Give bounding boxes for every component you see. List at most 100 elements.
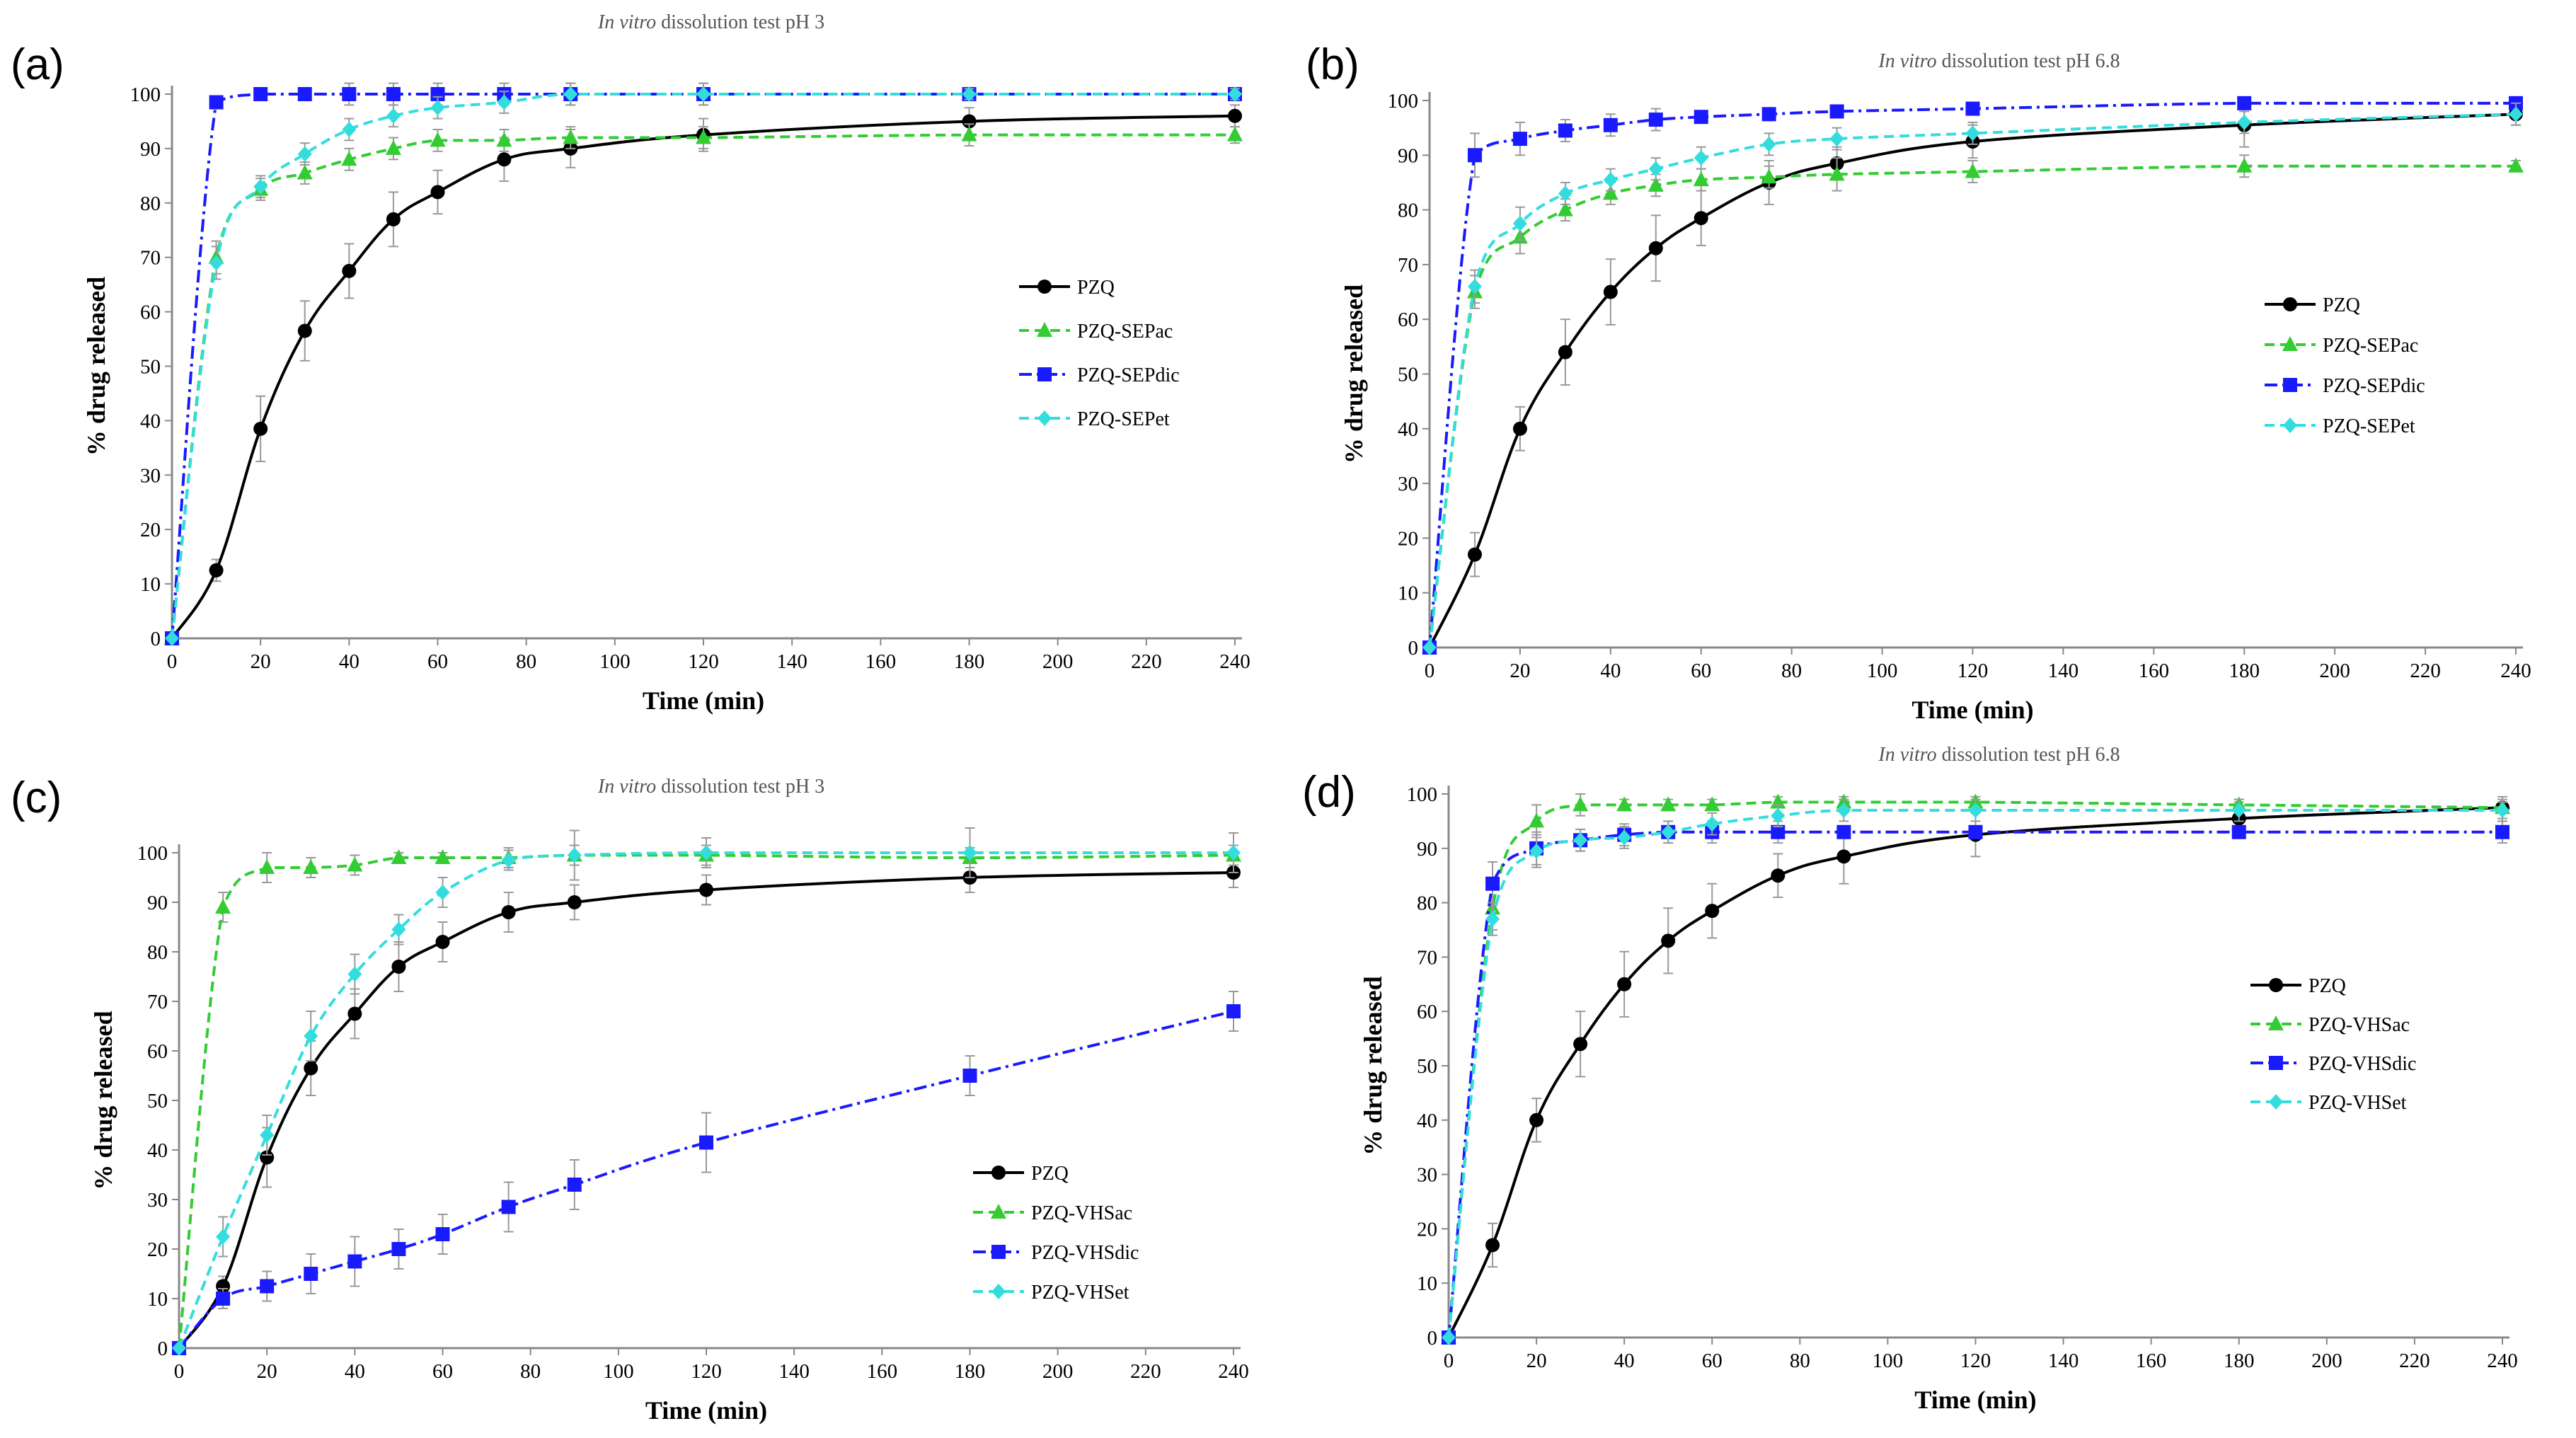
y-tick-label: 20	[1398, 527, 1418, 550]
data-point	[209, 95, 224, 110]
chart-title: In vitro dissolution test pH 6.8	[1878, 744, 2120, 766]
chart-panel-1: (a) In vitro dissolution test pH 3 0 10 20 30…	[11, 11, 1250, 715]
legend-label: PZQ	[1077, 277, 1115, 299]
data-point	[1573, 1037, 1588, 1052]
data-point	[1558, 185, 1572, 202]
data-point	[304, 1267, 318, 1281]
data-point	[430, 100, 445, 116]
data-point	[1228, 86, 1242, 102]
data-point	[1648, 161, 1663, 177]
data-point	[341, 151, 357, 166]
chart-title-rest: dissolution test pH 3	[656, 776, 824, 798]
x-tick-label: 200	[2311, 1350, 2342, 1372]
data-point	[696, 129, 711, 144]
y-tick-label: 100	[130, 84, 161, 106]
data-point	[1512, 421, 1527, 436]
data-point	[342, 263, 357, 278]
data-point	[1512, 132, 1527, 146]
data-point	[165, 631, 179, 646]
x-tick-label: 140	[778, 1360, 810, 1383]
data-point	[435, 849, 451, 864]
y-tick-label: 70	[1398, 254, 1418, 277]
y-tick-label: 90	[1398, 144, 1418, 167]
y-tick-label: 40	[1398, 418, 1418, 441]
data-point	[347, 966, 362, 982]
x-tick-label: 200	[1042, 1360, 1074, 1383]
y-tick-label: 70	[1417, 946, 1437, 969]
x-tick-label: 160	[866, 650, 897, 673]
data-point	[297, 323, 312, 338]
y-tick-label: 90	[147, 892, 168, 914]
data-point	[1771, 824, 1786, 839]
x-tick-label: 60	[427, 650, 448, 673]
legend-marker	[991, 1245, 1006, 1259]
data-point	[1965, 163, 1981, 178]
y-tick-label: 80	[1398, 200, 1418, 222]
data-point	[567, 895, 582, 909]
y-tick-label: 90	[140, 138, 161, 161]
y-tick-label: 40	[140, 410, 161, 432]
data-point	[1965, 101, 1980, 116]
data-point	[2495, 824, 2509, 839]
x-tick-label: 20	[251, 650, 271, 673]
x-tick-label: 40	[345, 1360, 365, 1383]
data-point	[696, 86, 711, 102]
x-tick-label: 120	[688, 650, 719, 673]
x-tick-label: 60	[432, 1360, 453, 1383]
data-point	[209, 255, 224, 271]
data-point	[1603, 117, 1618, 132]
series-pzq-sepac	[1422, 154, 2524, 654]
data-point	[342, 87, 357, 101]
chart-title-rest: dissolution test pH 3	[656, 11, 824, 33]
data-point	[1761, 107, 1776, 122]
x-tick-label: 40	[339, 650, 360, 673]
data-point	[391, 1242, 406, 1256]
data-point	[385, 139, 401, 155]
x-tick-label: 220	[1131, 650, 1162, 673]
data-point	[1422, 640, 1437, 655]
y-tick-label: 10	[140, 573, 161, 596]
legend-marker	[2282, 336, 2298, 351]
data-point	[2237, 96, 2252, 110]
data-point	[303, 859, 319, 874]
legend-marker	[1037, 322, 1052, 337]
data-point	[1529, 1112, 1544, 1127]
data-point	[962, 86, 977, 102]
data-point	[1485, 876, 1500, 891]
chart-title-italic: In vitro	[1878, 50, 1936, 72]
data-point	[1661, 824, 1676, 840]
data-point	[2509, 106, 2523, 122]
y-tick-label: 100	[1388, 90, 1419, 113]
y-tick-label: 100	[137, 842, 168, 865]
data-point	[1529, 812, 1545, 828]
y-axis-title: % drug released	[1359, 976, 1387, 1155]
data-point	[497, 94, 512, 110]
series-pzq-vhset	[172, 827, 1241, 1356]
y-tick-label: 30	[1417, 1164, 1437, 1187]
data-point	[1693, 171, 1709, 187]
legend: PZQ PZQ-SEPac PZQ-SEPdic PZQ-SEPet	[2265, 294, 2425, 437]
data-point	[699, 882, 713, 897]
legend-marker	[2283, 418, 2297, 433]
y-tick-label: 50	[1398, 364, 1418, 386]
x-axis-title: Time (min)	[1911, 696, 2033, 724]
x-tick-label: 160	[867, 1360, 898, 1383]
data-point	[1226, 845, 1241, 861]
y-tick-label: 0	[158, 1338, 168, 1360]
y-tick-label: 40	[147, 1139, 168, 1162]
series-line	[1447, 830, 2502, 1338]
chart-title: In vitro dissolution test pH 6.8	[1878, 50, 2120, 72]
data-point	[496, 132, 512, 147]
data-point	[1442, 1330, 1456, 1345]
x-tick-label: 80	[520, 1360, 541, 1383]
x-tick-label: 80	[516, 650, 536, 673]
y-tick-label: 20	[147, 1238, 168, 1261]
data-point	[1965, 125, 1980, 142]
chart-title: In vitro dissolution test pH 3	[597, 11, 824, 33]
y-tick-label: 20	[1417, 1218, 1437, 1241]
legend-marker	[2283, 378, 2297, 392]
data-point	[1228, 108, 1242, 123]
data-point	[1617, 829, 1632, 846]
legend-marker	[2268, 1016, 2284, 1030]
